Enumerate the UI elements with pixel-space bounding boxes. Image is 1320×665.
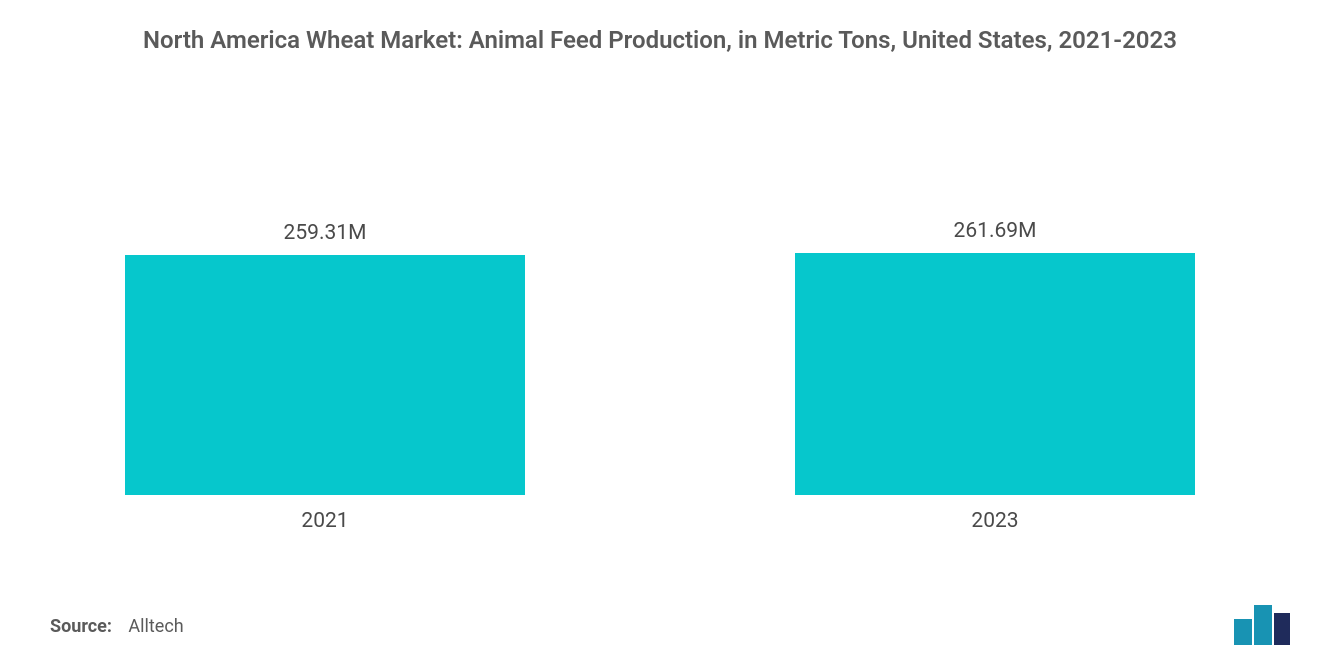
bar-category-label: 2021 [301,509,348,533]
plot-area: 259.31M 2021 261.69M 2023 [125,250,1195,495]
bar-category-label: 2023 [971,509,1018,533]
bar-value-label: 259.31M [284,221,367,245]
brand-logo-icon [1234,605,1290,645]
logo-bar-mid [1254,605,1272,645]
bar-rect [125,255,525,495]
logo-bar-left [1234,619,1252,645]
bar-value-label: 261.69M [954,219,1037,243]
bar-2023: 261.69M 2023 [795,219,1195,495]
source-value: Alltech [128,616,183,637]
source-attribution: Source: Alltech [50,616,184,637]
logo-bar-right [1274,613,1290,645]
bar-rect [795,253,1195,495]
bar-2021: 259.31M 2021 [125,221,525,495]
chart-container: North America Wheat Market: Animal Feed … [0,0,1320,665]
source-label: Source: [50,616,112,637]
chart-title: North America Wheat Market: Animal Feed … [50,24,1270,56]
